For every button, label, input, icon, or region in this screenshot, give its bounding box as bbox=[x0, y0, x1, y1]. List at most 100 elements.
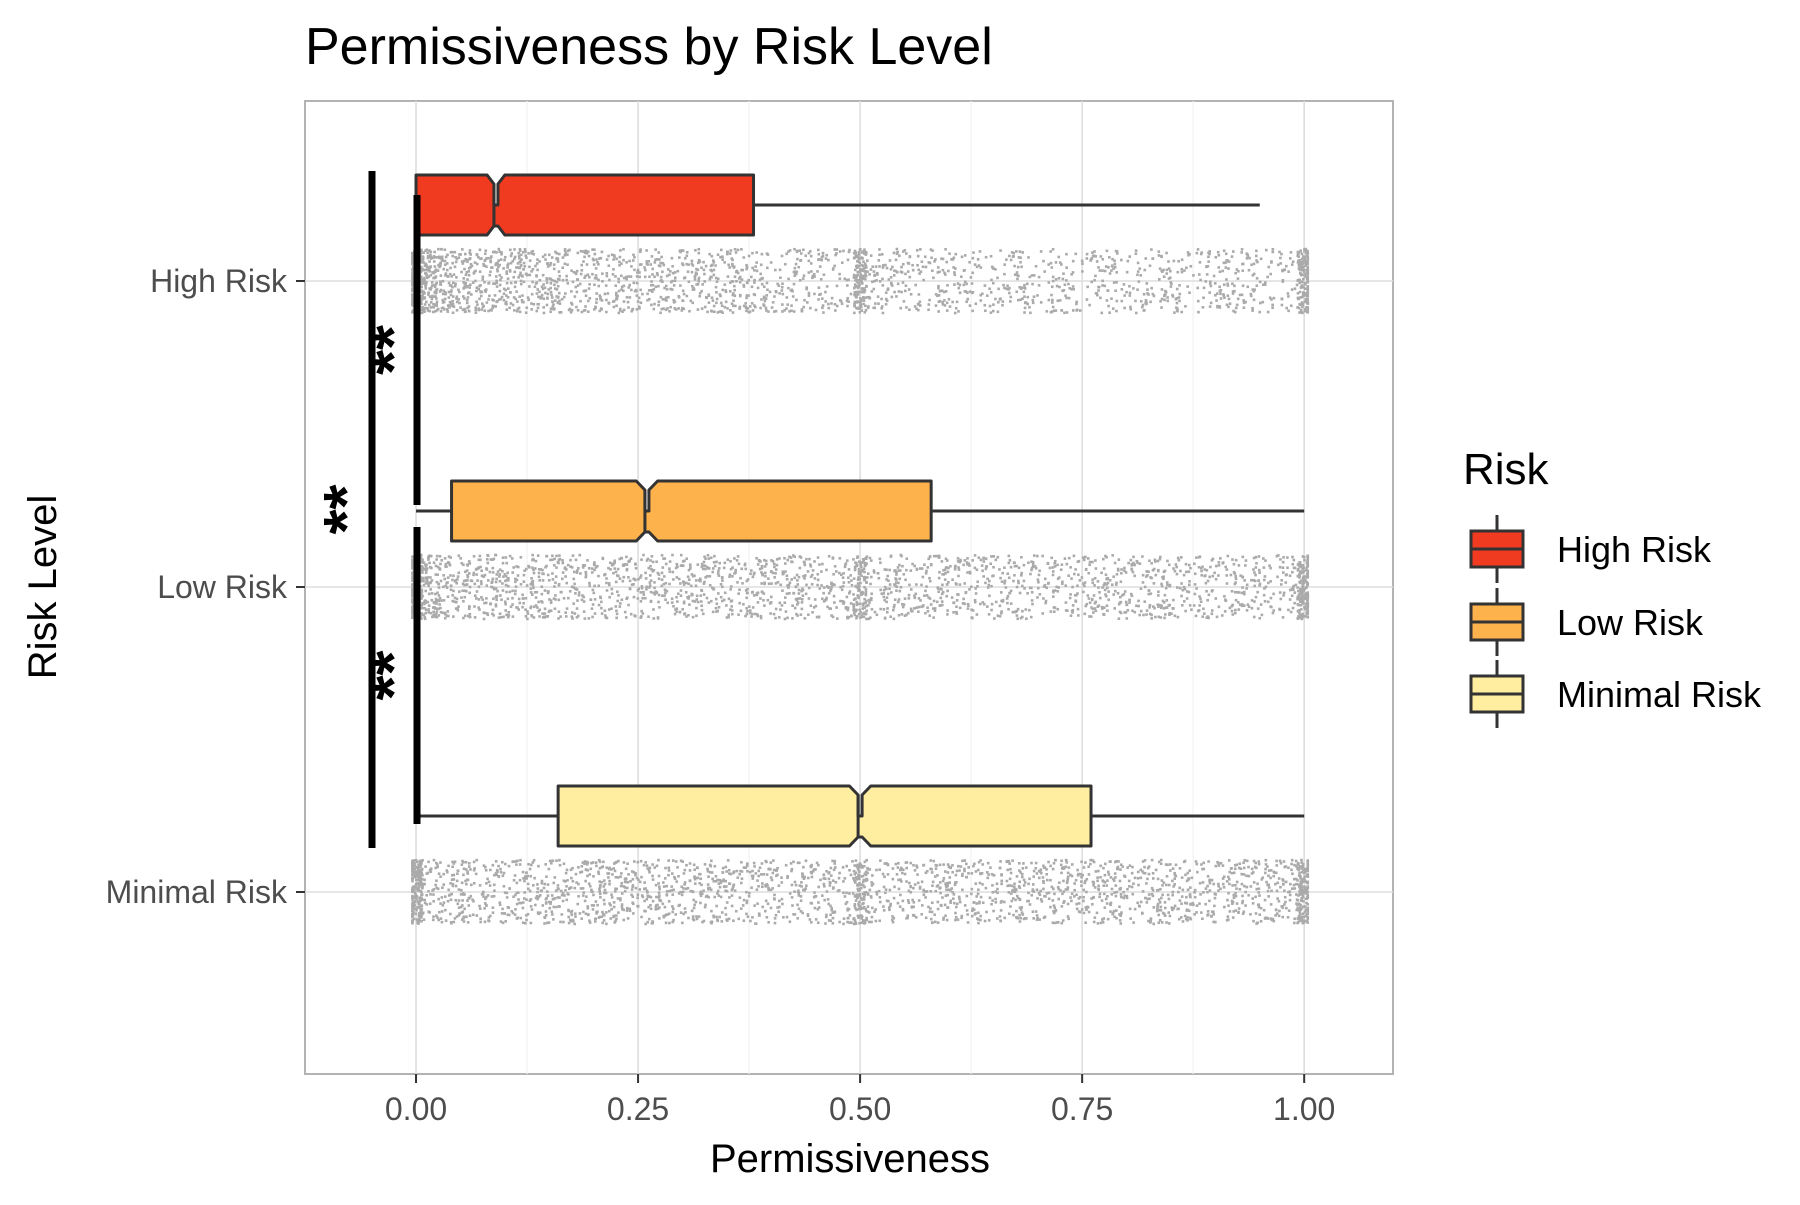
jitter-point bbox=[842, 576, 845, 579]
jitter-point bbox=[797, 583, 800, 586]
jitter-point bbox=[563, 597, 566, 600]
jitter-point bbox=[1016, 617, 1019, 620]
jitter-point bbox=[445, 582, 448, 585]
jitter-point bbox=[745, 589, 748, 592]
jitter-point bbox=[733, 294, 736, 297]
jitter-point bbox=[706, 311, 709, 314]
jitter-point bbox=[1087, 594, 1090, 597]
jitter-point bbox=[1086, 286, 1089, 289]
jitter-point bbox=[1172, 599, 1175, 602]
jitter-point bbox=[853, 577, 856, 580]
jitter-point bbox=[1116, 573, 1119, 576]
jitter-point bbox=[928, 303, 931, 306]
jitter-point bbox=[1287, 609, 1290, 612]
jitter-point bbox=[685, 582, 688, 585]
jitter-point bbox=[725, 301, 728, 304]
jitter-point bbox=[451, 594, 454, 597]
jitter-point bbox=[828, 555, 831, 558]
jitter-point bbox=[582, 260, 585, 263]
jitter-point bbox=[648, 289, 651, 292]
jitter-point bbox=[1106, 289, 1109, 292]
jitter-point bbox=[930, 256, 933, 259]
jitter-point bbox=[690, 585, 693, 588]
jitter-point bbox=[888, 278, 891, 281]
jitter-point bbox=[933, 260, 936, 263]
jitter-point bbox=[784, 601, 787, 604]
jitter-point bbox=[523, 265, 526, 268]
jitter-point bbox=[982, 557, 985, 560]
jitter-point bbox=[650, 304, 653, 307]
jitter-point bbox=[753, 594, 756, 597]
jitter-point bbox=[480, 569, 483, 572]
jitter-point bbox=[573, 583, 576, 586]
jitter-point bbox=[715, 302, 718, 305]
jitter-point bbox=[745, 268, 748, 271]
jitter-point bbox=[714, 264, 717, 267]
jitter-point bbox=[520, 583, 523, 586]
jitter-point bbox=[781, 255, 784, 258]
jitter-point bbox=[1291, 571, 1294, 574]
jitter-point bbox=[713, 310, 716, 313]
jitter-point bbox=[925, 585, 928, 588]
jitter-point bbox=[638, 297, 641, 300]
jitter-point bbox=[553, 564, 556, 567]
jitter-point bbox=[1270, 261, 1273, 264]
jitter-point bbox=[1242, 263, 1245, 266]
jitter-point bbox=[478, 608, 481, 611]
jitter-point bbox=[1236, 268, 1239, 271]
jitter-point bbox=[857, 590, 860, 593]
jitter-point bbox=[1017, 266, 1020, 269]
jitter-point bbox=[927, 610, 930, 613]
jitter-point bbox=[662, 262, 665, 265]
jitter-point bbox=[636, 282, 639, 285]
jitter-point bbox=[982, 601, 985, 604]
jitter-point bbox=[1013, 265, 1016, 268]
jitter-point bbox=[825, 257, 828, 260]
jitter-point bbox=[440, 599, 443, 602]
jitter-point bbox=[1241, 269, 1244, 272]
jitter-point bbox=[503, 299, 506, 302]
jitter-point bbox=[1006, 597, 1009, 600]
jitter-point bbox=[1158, 278, 1161, 281]
jitter-point bbox=[1199, 555, 1202, 558]
jitter-point bbox=[988, 613, 991, 616]
jitter-point bbox=[446, 310, 449, 313]
jitter-point bbox=[1140, 610, 1143, 613]
jitter-point bbox=[658, 606, 661, 609]
jitter-point bbox=[858, 609, 861, 612]
jitter-point bbox=[534, 567, 537, 570]
jitter-point bbox=[657, 617, 660, 620]
jitter-point bbox=[613, 567, 616, 570]
jitter-point bbox=[633, 596, 636, 599]
jitter-point bbox=[1012, 611, 1015, 614]
jitter-point bbox=[445, 256, 448, 259]
jitter-point bbox=[518, 267, 521, 270]
jitter-point bbox=[1166, 300, 1169, 303]
jitter-point bbox=[676, 566, 679, 569]
jitter-point bbox=[582, 250, 585, 253]
jitter-point bbox=[967, 607, 970, 610]
jitter-point bbox=[1129, 292, 1132, 295]
jitter-point bbox=[835, 606, 838, 609]
jitter-point bbox=[551, 572, 554, 575]
jitter-point bbox=[553, 284, 556, 287]
jitter-point bbox=[1086, 253, 1089, 256]
jitter-point bbox=[574, 592, 577, 595]
jitter-point bbox=[1033, 295, 1036, 298]
jitter-point bbox=[684, 276, 687, 279]
jitter-point bbox=[754, 613, 757, 616]
jitter-point bbox=[502, 267, 505, 270]
jitter-point bbox=[1292, 260, 1295, 263]
jitter-point bbox=[959, 559, 962, 562]
jitter-point bbox=[495, 554, 498, 557]
jitter-point bbox=[639, 576, 642, 579]
jitter-point bbox=[1045, 587, 1048, 590]
jitter-point bbox=[673, 284, 676, 287]
jitter-point bbox=[863, 248, 866, 251]
jitter-point bbox=[863, 598, 866, 601]
jitter-point bbox=[1132, 287, 1135, 290]
jitter-point bbox=[1218, 305, 1221, 308]
jitter-point bbox=[1296, 586, 1299, 589]
jitter-point bbox=[948, 252, 951, 255]
jitter-point bbox=[435, 611, 438, 614]
